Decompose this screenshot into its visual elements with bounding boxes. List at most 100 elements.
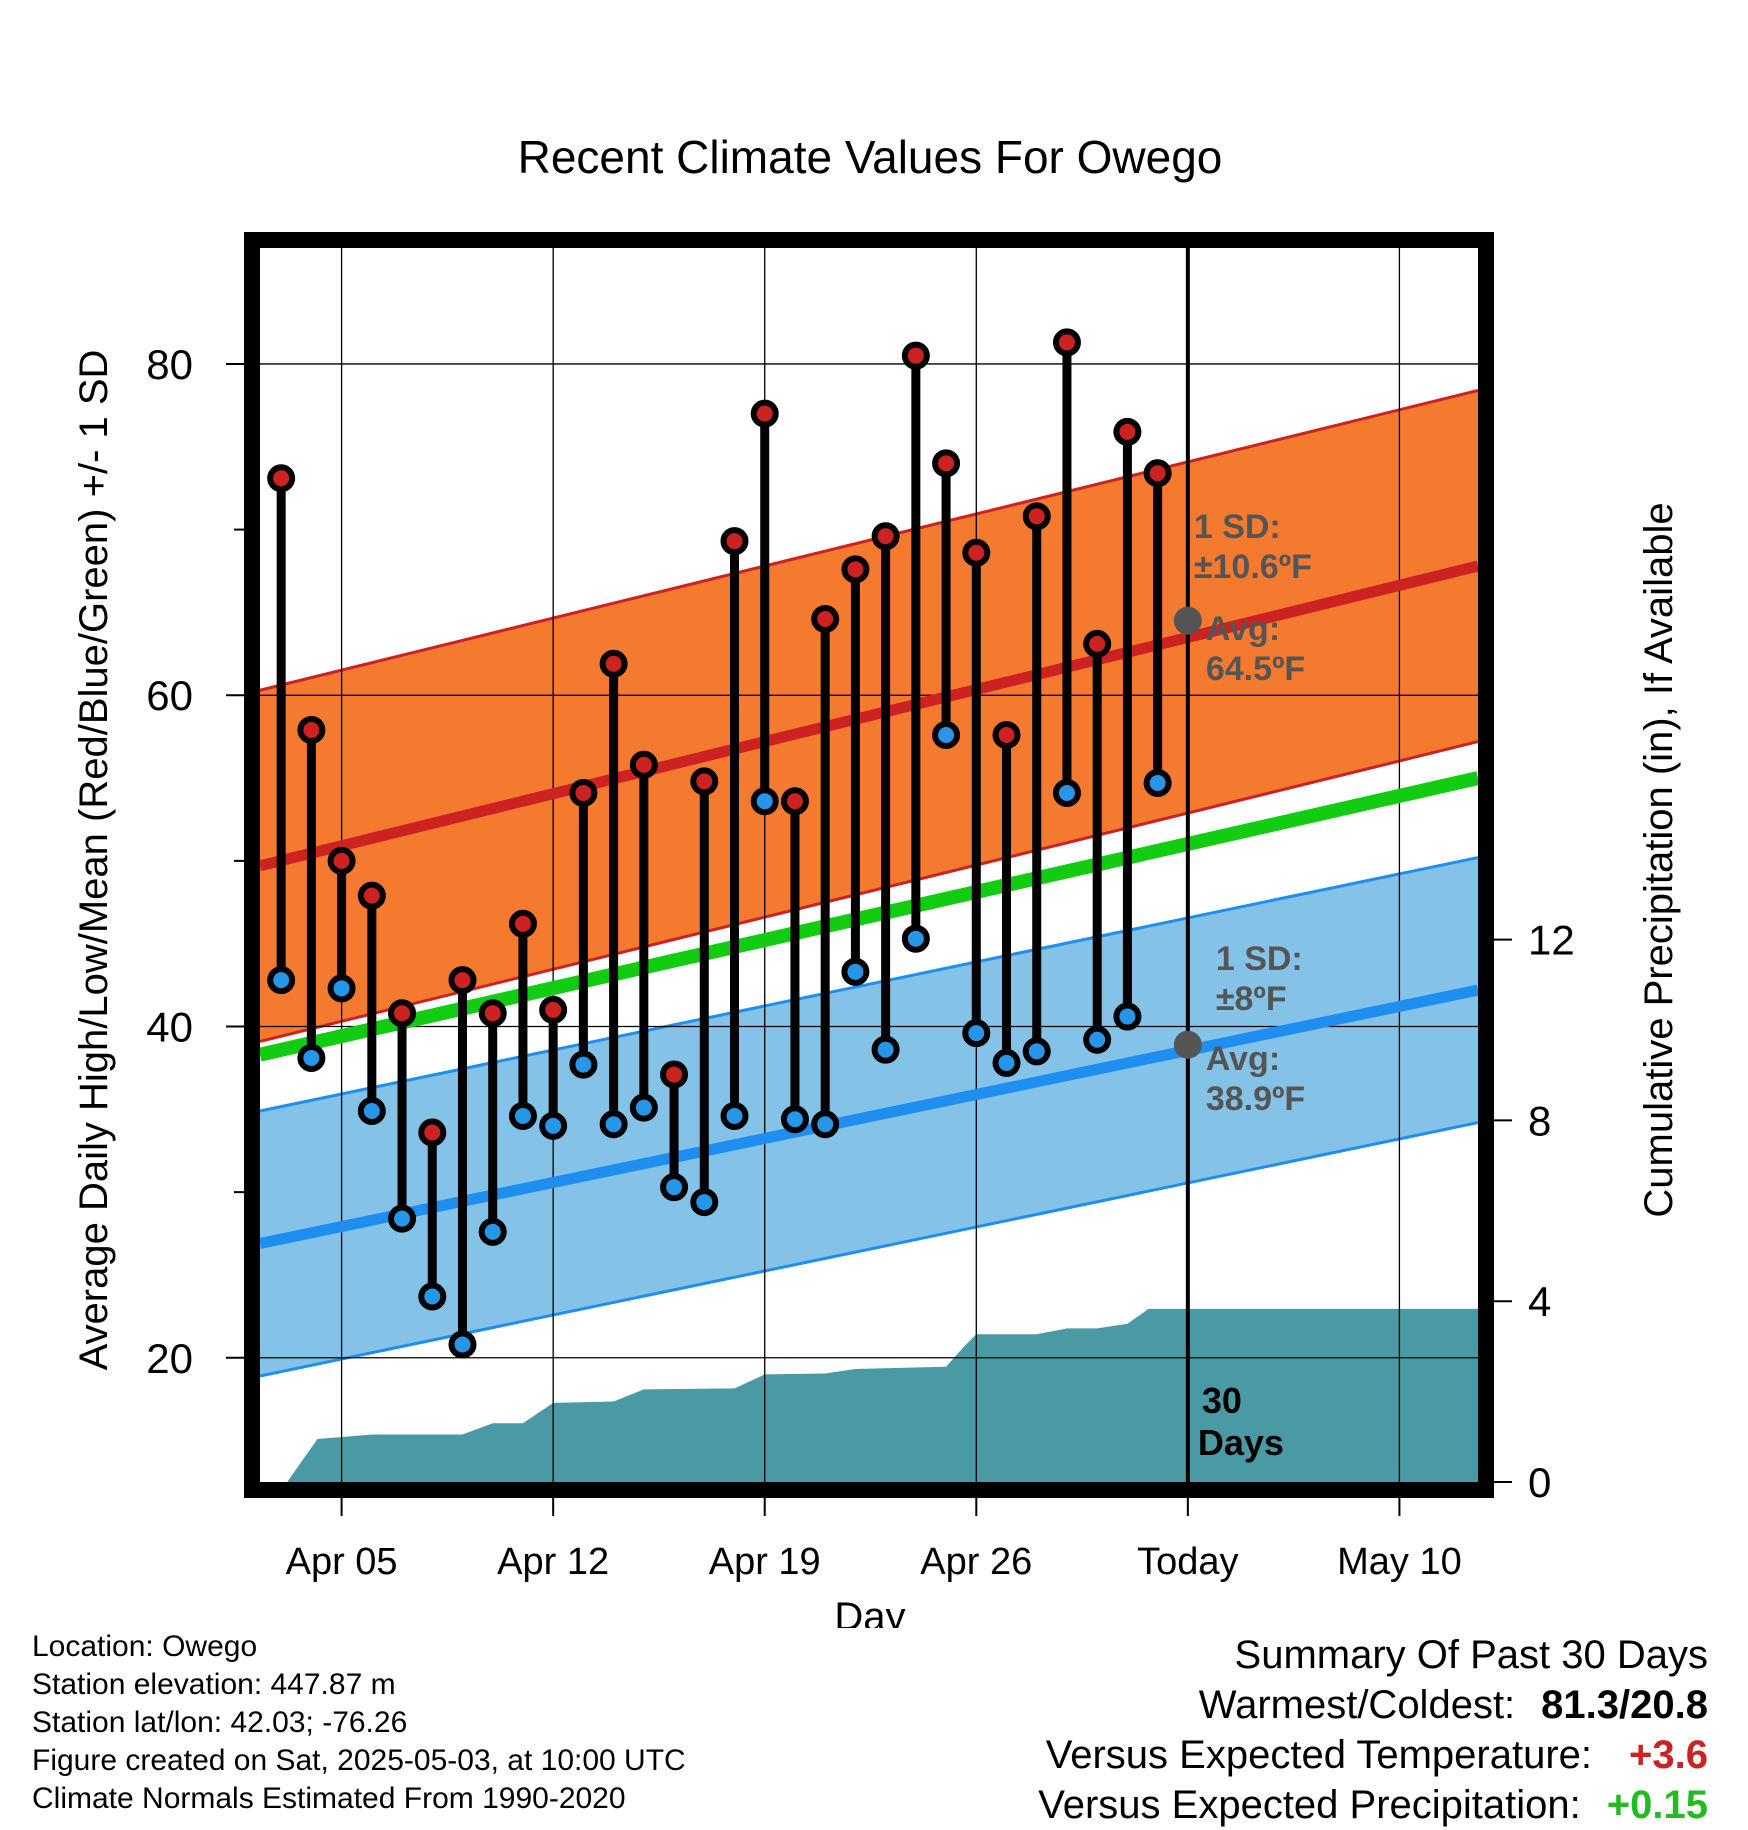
precip-value: +0.15 xyxy=(1606,1783,1708,1827)
y-tick-label: 40 xyxy=(146,1003,193,1050)
daily-low-marker xyxy=(388,1204,417,1233)
daily-high-marker xyxy=(539,995,568,1024)
daily-low-marker xyxy=(1113,1002,1142,1031)
daily-high-marker xyxy=(690,767,719,796)
daily-low-marker xyxy=(962,1019,991,1048)
low-sd-value: ±8ºF xyxy=(1216,980,1287,1018)
y2-axis-label: Cumulative Precipitation (in), If Availa… xyxy=(1637,502,1681,1217)
latlon-text: Station lat/lon: 42.03; -76.26 xyxy=(32,1706,408,1739)
daily-low-marker xyxy=(569,1050,598,1079)
summary-temp: Versus Expected Temperature: +3.6 xyxy=(1038,1730,1708,1780)
high-sd-value: ±10.6ºF xyxy=(1194,548,1312,586)
daily-low-marker xyxy=(508,1101,537,1130)
normal-high-band-edge xyxy=(259,388,1479,692)
daily-low-marker xyxy=(992,1048,1021,1077)
daily-high-marker xyxy=(841,555,870,584)
daily-high-marker xyxy=(901,341,930,370)
daily-high-marker xyxy=(599,649,628,678)
daily-high-marker xyxy=(720,527,749,556)
y2-tick-label: 0 xyxy=(1528,1459,1551,1506)
daily-high-marker xyxy=(660,1060,689,1089)
y2-tick-label: 4 xyxy=(1528,1278,1551,1325)
daily-high-marker xyxy=(508,909,537,938)
daily-high-marker xyxy=(297,716,326,745)
daily-high-marker xyxy=(388,999,417,1028)
y2-tick-label: 12 xyxy=(1528,917,1575,964)
daily-high-marker xyxy=(327,846,356,875)
x-tick-label: Apr 19 xyxy=(709,1541,821,1583)
low-sd-label: 1 SD: xyxy=(1216,940,1303,978)
daily-high-marker xyxy=(267,464,296,493)
elevation-text: Station elevation: 447.87 m xyxy=(32,1668,396,1701)
daily-low-marker xyxy=(448,1330,477,1359)
daily-high-marker xyxy=(1052,328,1081,357)
low-avg-value: 38.9ºF xyxy=(1206,1080,1305,1118)
x-tick-label: May 10 xyxy=(1337,1541,1462,1583)
precip-area xyxy=(287,1308,1479,1482)
x-tick-label: Apr 05 xyxy=(286,1541,398,1583)
chart-title: Recent Climate Values For Owego xyxy=(518,131,1223,183)
daily-high-marker xyxy=(932,449,961,478)
daily-low-marker xyxy=(599,1110,628,1139)
daily-low-marker xyxy=(932,720,961,749)
days-label-word: Days xyxy=(1198,1422,1284,1463)
daily-low-marker xyxy=(297,1043,326,1072)
daily-low-marker xyxy=(327,974,356,1003)
daily-high-marker xyxy=(962,538,991,567)
location-text: Location: Owego xyxy=(32,1630,258,1663)
y-axis-label: Average Daily High/Low/Mean (Red/Blue/Gr… xyxy=(72,350,116,1371)
plot-frame xyxy=(244,232,1494,1498)
low-avg-label: Avg: xyxy=(1206,1040,1280,1078)
daily-low-marker xyxy=(267,966,296,995)
daily-low-marker xyxy=(418,1282,447,1311)
precip-label: Versus Expected Precipitation: xyxy=(1038,1783,1581,1827)
warmest-label: Warmest/Coldest: xyxy=(1198,1683,1516,1727)
daily-low-marker xyxy=(660,1173,689,1202)
daily-low-marker xyxy=(1083,1025,1112,1054)
daily-low-marker xyxy=(1052,778,1081,807)
low-avg-dot xyxy=(1173,1030,1202,1059)
summary-warmest: Warmest/Coldest: 81.3/20.8 xyxy=(1038,1680,1708,1730)
high-sd-label: 1 SD: xyxy=(1194,508,1281,546)
high-avg-label: Avg: xyxy=(1206,610,1280,648)
daily-low-marker xyxy=(478,1217,507,1246)
daily-high-marker xyxy=(629,750,658,779)
daily-high-marker xyxy=(1083,629,1112,658)
y-tick-label: 60 xyxy=(146,672,193,719)
daily-high-marker xyxy=(448,966,477,995)
climate-chart: Recent Climate Values For Owego 1 SD:±10… xyxy=(72,131,1681,1628)
daily-low-marker xyxy=(720,1101,749,1130)
daily-low-marker xyxy=(629,1093,658,1122)
summary-precip: Versus Expected Precipitation: +0.15 xyxy=(1038,1780,1708,1830)
x-tick-label: Today xyxy=(1137,1541,1238,1583)
daily-low-marker xyxy=(539,1111,568,1140)
days-label-number: 30 xyxy=(1202,1380,1242,1421)
daily-high-marker xyxy=(569,778,598,807)
x-axis-label: Day xyxy=(834,1595,905,1628)
warmest-value: 81.3/20.8 xyxy=(1541,1683,1708,1727)
daily-high-marker xyxy=(1113,417,1142,446)
y2-tick-label: 8 xyxy=(1528,1097,1551,1144)
daily-low-marker xyxy=(1022,1037,1051,1066)
summary-panel: Summary Of Past 30 Days Warmest/Coldest:… xyxy=(1038,1630,1708,1830)
temp-value: +3.6 xyxy=(1629,1733,1708,1777)
x-tick-label: Apr 26 xyxy=(920,1541,1032,1583)
y-tick-label: 80 xyxy=(146,341,193,388)
daily-high-marker xyxy=(992,720,1021,749)
daily-high-marker xyxy=(811,605,840,634)
y-tick-label: 20 xyxy=(146,1335,193,1382)
daily-high-marker xyxy=(871,522,900,551)
daily-low-marker xyxy=(750,787,779,816)
daily-low-marker xyxy=(841,957,870,986)
daily-low-marker xyxy=(690,1188,719,1217)
daily-high-marker xyxy=(780,787,809,816)
daily-low-marker xyxy=(871,1035,900,1064)
daily-high-marker xyxy=(418,1118,447,1147)
x-tick-label: Apr 12 xyxy=(497,1541,609,1583)
daily-high-marker xyxy=(750,399,779,428)
daily-low-marker xyxy=(780,1105,809,1134)
daily-low-marker xyxy=(811,1110,840,1139)
summary-heading: Summary Of Past 30 Days xyxy=(1234,1633,1708,1677)
temp-label: Versus Expected Temperature: xyxy=(1045,1733,1592,1777)
